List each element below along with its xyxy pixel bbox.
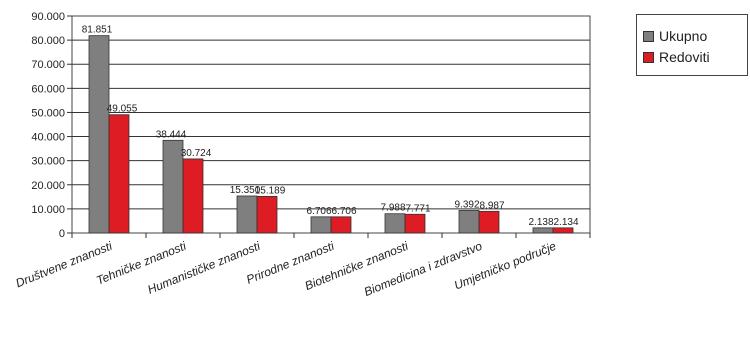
y-tick-label: 10.000	[31, 204, 65, 216]
data-label-ukupno-1: 38.444	[156, 129, 187, 140]
data-label-redoviti-2: 15.189	[255, 185, 286, 196]
bar-redoviti-3	[330, 216, 352, 234]
legend-swatch-redoviti	[643, 51, 654, 63]
y-tick-label: 70.000	[31, 59, 65, 71]
y-axis-tick-labels: 0 10.000 20.000 30.000 40.000 50.000 60.000 70.…	[31, 11, 65, 240]
data-label-redoviti-6: 2.134	[553, 217, 578, 228]
bar-ukupno-2	[236, 195, 258, 234]
data-label-redoviti-3: 6.706	[331, 206, 356, 217]
y-tick-label: 90.000	[31, 11, 65, 23]
bars	[88, 35, 574, 234]
bar-ukupno-4	[384, 213, 406, 234]
bar-redoviti-1	[182, 158, 204, 234]
bar-redoviti-6	[552, 227, 574, 234]
bar-redoviti-4	[404, 213, 426, 234]
data-label-redoviti-5: 8.987	[479, 200, 504, 211]
legend-item-ukupno: Ukupno	[643, 27, 707, 45]
data-label-ukupno-3: 6.706	[306, 206, 331, 217]
legend-swatch-ukupno	[643, 30, 654, 42]
data-label-redoviti-1: 30.724	[181, 148, 212, 159]
legend-label-ukupno: Ukupno	[659, 28, 708, 44]
bar-ukupno-6	[532, 227, 554, 234]
y-tick-label: 50.000	[31, 107, 65, 119]
bar-ukupno-3	[310, 216, 332, 234]
data-labels: 81.851 38.444 15.350 6.706 7.988 9.392 2.138 49…	[82, 25, 579, 228]
bar-ukupno-0	[88, 35, 110, 234]
y-tick-label: 0	[59, 228, 65, 240]
y-tick-label: 60.000	[31, 83, 65, 95]
legend-item-redoviti: Redoviti	[643, 48, 710, 66]
y-tick-label: 20.000	[31, 180, 65, 192]
legend-label-redoviti: Redoviti	[659, 49, 710, 65]
gridlines	[67, 15, 591, 238]
data-label-ukupno-6: 2.138	[528, 217, 553, 228]
legend: Ukupno Redoviti	[636, 14, 748, 76]
data-label-ukupno-2: 15.350	[230, 185, 261, 196]
y-tick-label: 80.000	[31, 35, 65, 47]
bar-redoviti-5	[478, 210, 500, 234]
data-label-redoviti-4: 7.771	[405, 203, 430, 214]
plot-area	[71, 15, 591, 234]
data-label-redoviti-0: 49.055	[107, 104, 138, 115]
bar-redoviti-0	[108, 114, 130, 234]
y-tick-label: 40.000	[31, 132, 65, 144]
bar-redoviti-2	[256, 195, 278, 234]
bar-ukupno-5	[458, 209, 480, 234]
data-label-ukupno-0: 81.851	[82, 25, 113, 36]
y-tick-label: 30.000	[31, 156, 65, 168]
data-label-ukupno-5: 9.392	[454, 199, 479, 210]
data-label-ukupno-4: 7.988	[380, 203, 405, 214]
